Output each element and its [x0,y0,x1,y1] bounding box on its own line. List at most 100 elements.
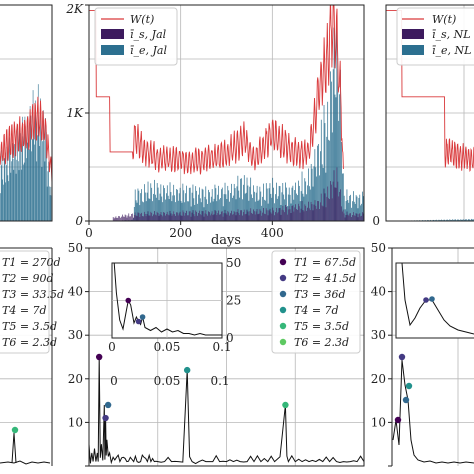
legend-label-1: T2 = 90d [2,272,54,285]
ie-bar [248,200,250,221]
ie-bar [193,198,195,221]
is-bar [328,198,329,221]
ie-bar [0,165,2,221]
ie-bar [451,219,453,221]
is-bar [324,193,326,221]
is-bar [208,211,209,221]
is-bar [144,213,146,221]
ie-bar [244,193,246,221]
is-bar [203,216,205,221]
ie-bar [138,190,140,221]
legend-label-is: ī_s, NL [432,28,471,41]
ie-bar [326,136,328,221]
ie-bar [296,193,297,221]
is-bar [330,181,331,221]
is-bar [123,216,125,221]
is-bar [298,203,299,221]
ie-bar [23,162,25,221]
ie-bar [48,161,49,221]
is-bar [322,206,324,221]
ie-bar [363,196,364,221]
top-right-panel: 0 W(t) ī_s, NL ī_e, NL [372,4,474,228]
ie-bar [183,190,185,221]
is-bar [285,204,286,221]
is-bar [210,213,212,221]
is-bar [178,213,180,221]
ie-bar [135,200,137,221]
peak-marker [405,382,413,390]
is-bar [362,212,363,221]
is-bar [243,211,244,221]
is-bar [233,211,235,221]
is-bar [117,217,119,221]
ie-bar [43,110,44,221]
legend: W(t) ī_s, NL ī_e, NL [396,7,474,66]
is-bar [122,214,123,221]
is-bar [268,210,270,221]
is-bar [232,214,234,221]
is-bar [185,213,186,221]
peak-legend: T1 = 67.5d T2 = 41.5d T3 = 36d T4 = 7d T5 = … [271,250,361,354]
ie-bar [351,207,352,221]
ie-bar [287,194,289,221]
y-tick-label: 40 [371,285,386,299]
ie-bar [172,195,174,221]
ie-bar [317,145,318,221]
ie-bar [42,141,43,221]
ie-bar [465,219,467,221]
is-bar [240,210,241,221]
y-tick-label: 20 [68,372,83,386]
ie-bar [223,194,225,221]
is-bar [138,213,140,221]
ie-bar [354,203,356,221]
peak-legend: T1 = 270d T2 = 90d T3 = 33.5d T4 = 7d T5 = 3… [0,250,64,354]
is-bar [132,213,133,221]
ie-bar [36,161,38,221]
ie-bar [254,191,255,221]
ie-bar [169,182,171,221]
legend-swatch-ie [402,45,424,55]
ie-bar [309,189,311,221]
ie-bar [232,195,234,221]
bars [386,218,474,221]
inset-y-tick-label: 25 [226,294,241,308]
ie-bar [21,136,23,221]
plot-area [0,58,52,221]
ie-bar [19,124,21,221]
inset-peak-marker [423,297,429,303]
ie-bar [221,189,222,221]
ie-bar [30,115,32,221]
ie-bar [161,196,163,221]
is-bar [143,216,144,221]
inset-x-tick-label: 0 [108,340,116,354]
ie-bar [173,184,175,221]
is-bar [151,212,153,221]
is-bar [124,214,126,221]
bars [112,23,364,221]
ie-bar [427,219,428,221]
ie-bar [283,194,285,221]
ie-bar [328,139,329,221]
legend-label-5: T6 = 2.3d [294,336,349,349]
ie-bar [206,199,208,221]
ie-bar [17,128,18,221]
x-tick-label: 400 [261,226,284,240]
is-bar [176,212,177,221]
ie-bar [151,187,153,221]
is-bar [283,210,285,221]
is-bar [309,210,311,221]
ie-bar [257,200,259,221]
ie-bar [298,185,300,221]
ie-bar [468,219,470,221]
ie-bar [290,203,292,221]
ie-bar [350,194,351,221]
is-bar [248,215,250,221]
is-bar [212,215,214,221]
ie-bar [327,101,329,221]
ie-bar [303,196,305,221]
is-bar [325,207,327,221]
is-bar [165,215,166,221]
ie-bar [245,192,247,221]
ie-bar [270,193,272,221]
is-bar [355,213,357,221]
